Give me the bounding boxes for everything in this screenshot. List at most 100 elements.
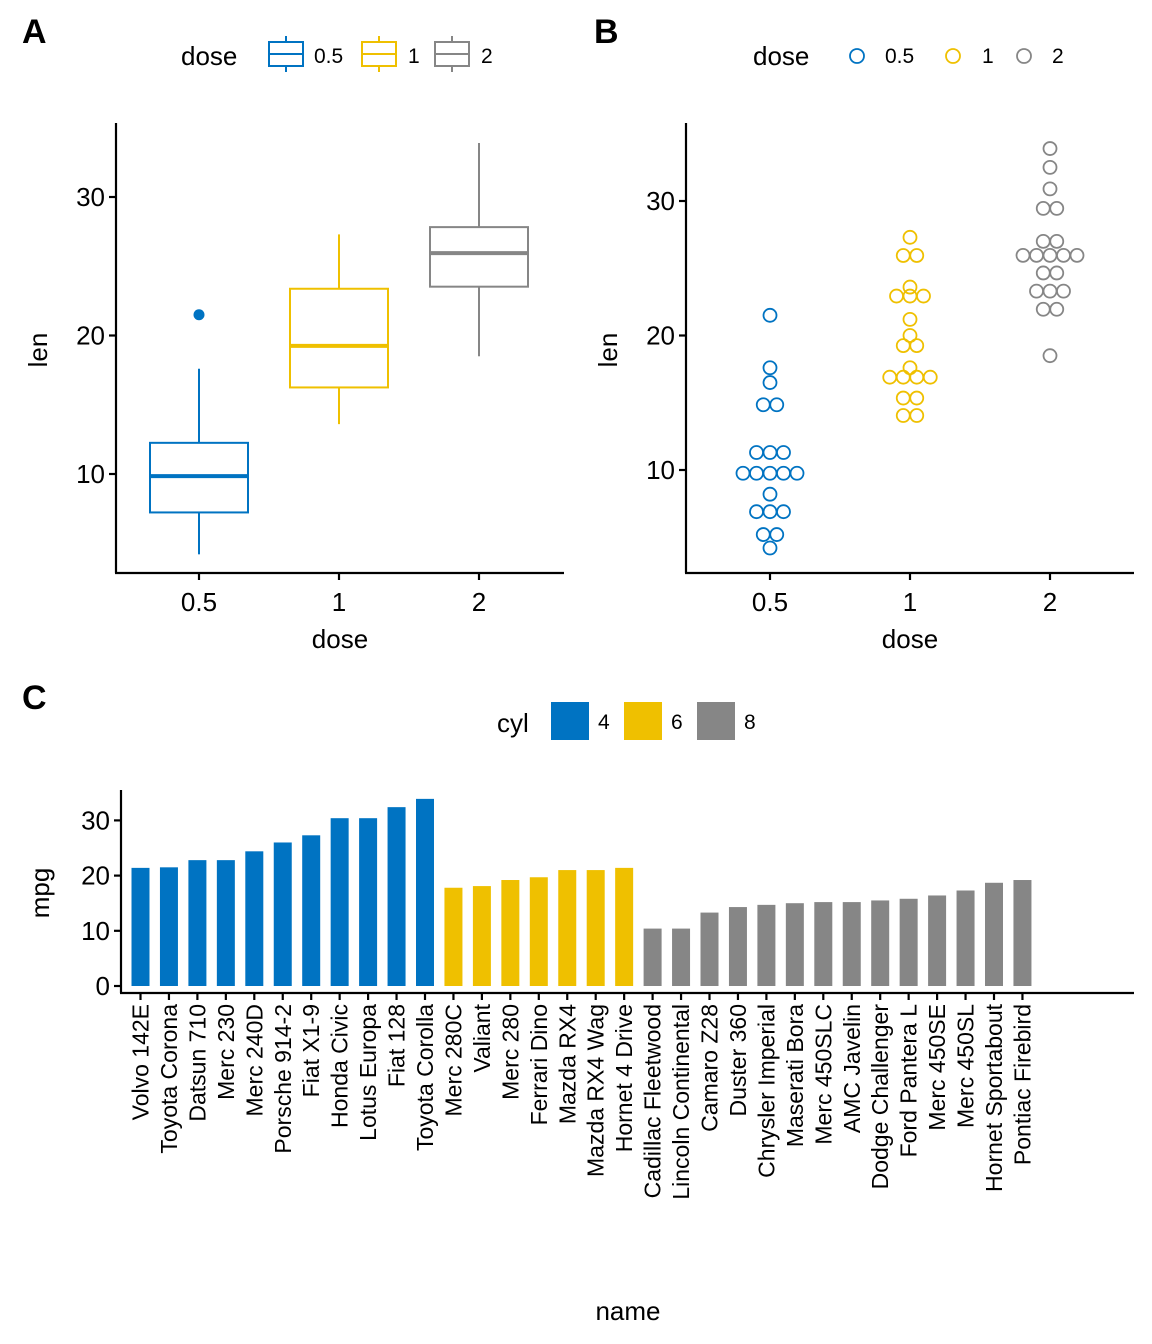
dot-point xyxy=(1042,247,1058,263)
dot-point xyxy=(1049,301,1065,317)
panel-c-x-tick-label: Mazda RX4 Wag xyxy=(583,1004,609,1177)
dot-point xyxy=(789,465,805,481)
bar xyxy=(472,886,491,986)
dot-point xyxy=(1042,348,1058,364)
panel-tag-a: A xyxy=(22,13,47,51)
bar xyxy=(188,860,207,986)
dot-point xyxy=(762,360,778,376)
bar xyxy=(700,912,719,986)
box-2 xyxy=(429,142,529,357)
dot-point xyxy=(902,311,918,327)
bar xyxy=(956,890,975,986)
panel-a-x-title: dose xyxy=(312,624,368,654)
dot-point xyxy=(909,408,925,423)
panel-c-x-tick-label: Toyota Corona xyxy=(156,1004,182,1154)
box-1 xyxy=(289,234,389,425)
dot-point xyxy=(1042,181,1058,197)
panel-b-x-tick-label: 0.5 xyxy=(752,587,788,617)
dot-point xyxy=(749,504,764,520)
dot-point xyxy=(1035,233,1051,249)
dot-point xyxy=(1049,200,1065,216)
dot-point xyxy=(776,445,791,460)
dot-point xyxy=(755,397,771,413)
panel-c-x-tick-label: Toyota Corolla xyxy=(412,1004,438,1151)
panel-a-y-title: len xyxy=(23,333,53,368)
panel-a-y-tick-label: 30 xyxy=(76,182,105,212)
panel-c-x-tick-label: Merc 450SE xyxy=(924,1004,950,1131)
legend-a-label: 0.5 xyxy=(314,45,343,68)
dot-group-1 xyxy=(882,229,938,423)
panel-c-x-tick-label: Mazda RX4 xyxy=(554,1004,580,1124)
dot-point xyxy=(1056,283,1071,299)
panel-b-y-tick-label: 10 xyxy=(646,455,675,485)
dot-point xyxy=(762,486,778,502)
bar xyxy=(529,877,548,986)
panel-c-y-tick-label: 0 xyxy=(96,971,110,1001)
panel-c-x-tick-label: Merc 450SLC xyxy=(810,1004,836,1145)
dot-point xyxy=(749,445,764,460)
panel-c-x-tick-label: Merc 280 xyxy=(497,1004,523,1100)
bar xyxy=(273,842,292,986)
panel-a-x-tick-label: 0.5 xyxy=(181,587,217,617)
outlier-point xyxy=(193,309,205,321)
bar xyxy=(586,870,605,986)
bar xyxy=(501,880,520,986)
dot-point xyxy=(922,369,938,385)
dot-point xyxy=(909,338,925,353)
dot-point xyxy=(1042,159,1058,175)
bar xyxy=(216,860,235,986)
legend-a-label: 1 xyxy=(408,45,420,68)
legend-c: cyl 4 6 8 xyxy=(497,702,756,740)
dot-point xyxy=(762,540,778,556)
bar xyxy=(416,798,434,986)
dot-point xyxy=(735,465,751,481)
dot-point xyxy=(762,465,778,481)
panel-c-x-tick-label: Merc 450SL xyxy=(953,1004,979,1128)
panel-c-x-tick-label: Camaro Z28 xyxy=(697,1004,723,1132)
legend-c-key-6 xyxy=(624,702,662,740)
box-0.5 xyxy=(149,309,249,555)
panel-c-x-tick-label: Hornet 4 Drive xyxy=(611,1004,637,1152)
dot-point xyxy=(776,465,791,481)
bar xyxy=(615,867,634,986)
dot-point xyxy=(895,248,911,263)
dot-point xyxy=(902,360,918,376)
legend-a-key-1 xyxy=(361,36,397,72)
dot-point xyxy=(882,369,898,385)
bar xyxy=(558,870,577,986)
legend-b-key-1 xyxy=(945,48,961,64)
dot-point xyxy=(895,390,911,406)
dot-point xyxy=(902,279,918,295)
dot-point xyxy=(916,288,931,304)
panel-c-x-tick-label: Ford Pantera L xyxy=(896,1004,922,1158)
legend-b: dose 0.5 1 2 xyxy=(753,41,1064,71)
box-iqr xyxy=(289,287,389,389)
legend-c-label: 8 xyxy=(744,711,756,734)
bar xyxy=(444,887,463,986)
dot-point xyxy=(1029,247,1044,263)
panel-a-y-tick-label: 20 xyxy=(76,321,105,351)
dot-point xyxy=(1049,265,1065,281)
bar xyxy=(387,807,406,986)
bar xyxy=(672,928,691,986)
panel-c-x-title: name xyxy=(595,1296,660,1326)
dot-point xyxy=(755,527,771,542)
bar xyxy=(359,818,378,986)
dot-point xyxy=(1035,200,1051,216)
panel-c-x-tick-label: Dodge Challenger xyxy=(867,1004,893,1190)
panel-c-y-tick-label: 10 xyxy=(81,916,110,946)
panel-a-x-tick-label: 2 xyxy=(472,587,486,617)
legend-a: dose 0.5 1 2 xyxy=(181,36,493,72)
dot-point xyxy=(1042,141,1058,156)
panel-b-y-tick-label: 30 xyxy=(646,186,675,216)
legend-c-label: 4 xyxy=(598,711,610,734)
legend-b-label: 1 xyxy=(982,45,994,68)
dot-point xyxy=(1049,233,1065,249)
panel-c-x-tick-label: Lotus Europa xyxy=(355,1004,381,1141)
panel-b-y-tick-label: 20 xyxy=(646,321,675,351)
legend-b-label: 2 xyxy=(1052,45,1064,68)
dot-group-2 xyxy=(1015,141,1085,364)
panel-c-x-tick-label: Hornet Sportabout xyxy=(981,1003,1007,1192)
dot-point xyxy=(1035,301,1051,317)
